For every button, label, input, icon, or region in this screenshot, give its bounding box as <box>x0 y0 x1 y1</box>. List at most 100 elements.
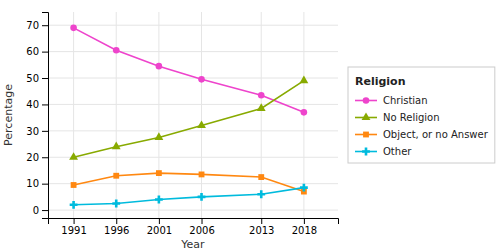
grid-line <box>116 12 117 218</box>
point <box>198 193 206 201</box>
point <box>113 173 119 179</box>
series <box>70 184 308 209</box>
grid-line <box>261 12 262 218</box>
line <box>74 188 304 205</box>
tick-mark <box>42 52 48 53</box>
tick-mark <box>116 218 117 224</box>
point <box>199 172 205 178</box>
point <box>197 120 206 128</box>
grid-line <box>48 104 338 105</box>
tick: 70 <box>26 20 48 31</box>
tick-label: 2006 <box>189 225 214 236</box>
legend-frame <box>348 67 495 163</box>
legend-item: No Religion <box>355 112 440 123</box>
tick-mark <box>159 218 160 224</box>
point <box>69 152 78 160</box>
point <box>257 103 266 111</box>
point <box>258 92 265 99</box>
tick: 30 <box>26 126 48 137</box>
tick-mark <box>42 157 48 158</box>
tick: 1991 <box>61 218 86 236</box>
tick: 40 <box>26 99 48 110</box>
grid <box>48 12 338 218</box>
line <box>74 28 304 113</box>
point <box>198 76 205 83</box>
legend-item: Other <box>355 146 412 157</box>
tick-label: 20 <box>26 152 39 163</box>
grid-line <box>201 12 202 218</box>
legend: Religion Christian No Religion Object, or n… <box>348 67 495 163</box>
tick-label: 40 <box>26 99 39 110</box>
tick: 1996 <box>104 218 129 236</box>
legend-marker <box>363 97 370 104</box>
tick: 20 <box>26 152 48 163</box>
tick-label: 60 <box>26 46 39 57</box>
legend-marker <box>362 148 370 156</box>
legend-label: Christian <box>383 95 428 106</box>
tick-mark <box>42 25 48 26</box>
tick: 2013 <box>249 218 274 236</box>
point <box>70 25 77 32</box>
legend-item: Object, or no Answer <box>355 129 489 140</box>
point <box>112 142 121 150</box>
grid-line <box>158 12 159 218</box>
tick-mark <box>42 210 48 211</box>
point <box>113 47 120 54</box>
point <box>156 170 162 176</box>
tick-label: 0 <box>33 205 39 216</box>
legend-marker <box>362 112 371 120</box>
tick-mark <box>42 104 48 105</box>
tick-mark <box>42 78 48 79</box>
plot-area: 1991 1996 2001 2006 2013 2018 0 10 20 30 40 50 60 70 <box>26 12 338 236</box>
point <box>112 200 120 208</box>
tick-mark <box>304 218 305 224</box>
tick: 50 <box>26 73 48 84</box>
line <box>74 81 304 158</box>
legend-label: Object, or no Answer <box>383 129 489 140</box>
point <box>300 184 308 192</box>
y-axis-title: Percentage <box>2 84 15 146</box>
axis-line <box>42 13 49 219</box>
x-axis: 1991 1996 2001 2006 2013 2018 <box>49 218 339 236</box>
grid-line <box>48 157 338 158</box>
line <box>74 173 304 191</box>
grid-line <box>48 210 338 211</box>
legend-label: Other <box>383 146 412 157</box>
grid-line <box>48 183 338 184</box>
marks <box>69 25 308 209</box>
series <box>69 76 308 160</box>
y-axis: 0 10 20 30 40 50 60 70 <box>26 13 48 219</box>
tick: 2018 <box>292 218 317 236</box>
tick-label: 1996 <box>104 225 129 236</box>
tick-label: 2018 <box>292 225 317 236</box>
tick: 10 <box>26 178 48 189</box>
legend-label: No Religion <box>383 112 440 123</box>
tick-label: 2001 <box>147 225 172 236</box>
tick-mark <box>261 218 262 224</box>
point <box>258 174 264 180</box>
tick-label: 50 <box>26 73 39 84</box>
chart: 1991 1996 2001 2006 2013 2018 0 10 20 30 40 50 60 70 Y… <box>0 0 500 252</box>
point <box>70 201 78 209</box>
tick-label: 70 <box>26 20 39 31</box>
legend-marker <box>363 132 369 138</box>
legend-title: Religion <box>355 75 406 88</box>
point <box>299 76 308 84</box>
tick-label: 10 <box>26 178 39 189</box>
tick-label: 30 <box>26 126 39 137</box>
tick: 2001 <box>147 218 172 236</box>
point <box>156 63 163 70</box>
point <box>71 182 77 188</box>
x-axis-title: Year <box>180 238 205 251</box>
legend-item: Christian <box>355 95 428 106</box>
point <box>301 109 308 116</box>
grid-line <box>48 130 338 131</box>
series <box>71 170 307 194</box>
point <box>257 190 265 198</box>
tick-mark <box>202 218 203 224</box>
axis-line <box>49 219 339 225</box>
point <box>155 196 163 204</box>
grid-line <box>48 25 338 26</box>
tick: 0 <box>33 205 48 216</box>
tick-mark <box>42 131 48 132</box>
